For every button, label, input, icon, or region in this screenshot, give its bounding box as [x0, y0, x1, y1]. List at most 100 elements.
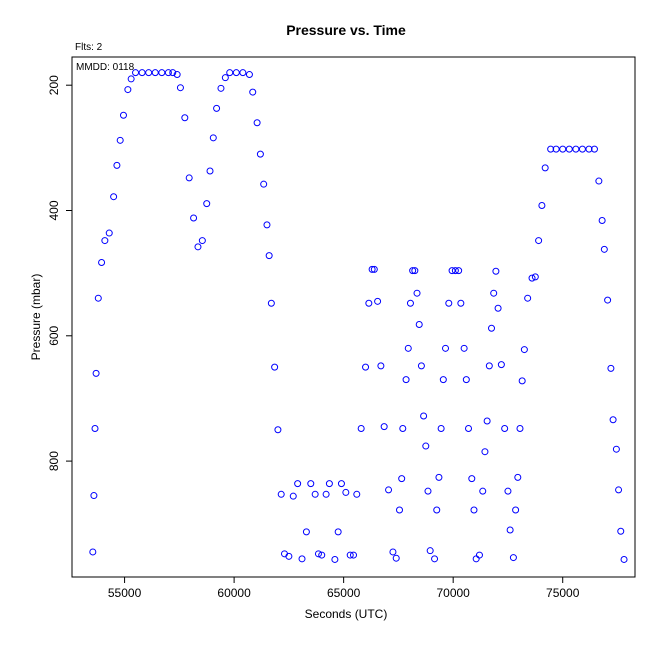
- data-point: [346, 551, 354, 559]
- data-point: [547, 145, 555, 153]
- data-point: [552, 145, 560, 153]
- data-point: [302, 528, 310, 536]
- data-point: [337, 480, 345, 488]
- data-point: [490, 289, 498, 297]
- data-point: [504, 487, 512, 495]
- data-point: [528, 274, 536, 282]
- y-tick-label: 200: [47, 75, 61, 95]
- data-point: [439, 376, 447, 384]
- data-point: [485, 362, 493, 370]
- data-point: [604, 296, 612, 304]
- data-point: [132, 69, 140, 77]
- data-point: [380, 423, 388, 431]
- data-point: [307, 480, 315, 488]
- y-axis: 200 400 600 800: [47, 75, 72, 471]
- data-point: [598, 217, 606, 225]
- data-point: [318, 551, 326, 559]
- data-point: [442, 344, 450, 352]
- data-point: [232, 69, 240, 77]
- data-point: [164, 69, 172, 77]
- data-point: [431, 555, 439, 563]
- data-point: [451, 267, 459, 275]
- data-point: [92, 369, 100, 377]
- data-point: [470, 506, 478, 514]
- data-point: [411, 267, 419, 275]
- data-point: [260, 180, 268, 188]
- data-point: [98, 258, 106, 266]
- data-point: [194, 243, 202, 251]
- data-point: [617, 527, 625, 535]
- data-point: [600, 245, 608, 253]
- data-point: [110, 193, 118, 201]
- data-point: [413, 289, 421, 297]
- data-point: [392, 554, 400, 562]
- data-point: [119, 111, 127, 119]
- data-point: [368, 265, 376, 273]
- data-point: [535, 237, 543, 245]
- data-point: [465, 425, 473, 433]
- data-point: [406, 299, 414, 307]
- data-point: [455, 267, 463, 275]
- data-point: [433, 506, 441, 514]
- data-point: [101, 237, 109, 245]
- data-point: [399, 425, 407, 433]
- data-point: [277, 490, 285, 498]
- data-point: [426, 547, 434, 555]
- data-point: [113, 161, 121, 169]
- data-point: [424, 487, 432, 495]
- data-point: [409, 267, 417, 275]
- data-point: [239, 69, 247, 77]
- data-point: [198, 237, 206, 245]
- data-point: [609, 416, 617, 424]
- data-point: [127, 75, 135, 83]
- data-point: [497, 361, 505, 369]
- data-point: [518, 377, 526, 385]
- data-point: [538, 201, 546, 209]
- data-point: [488, 324, 496, 332]
- data-point: [524, 294, 532, 302]
- data-point: [314, 550, 322, 558]
- data-point: [396, 506, 404, 514]
- data-point: [460, 344, 468, 352]
- data-point: [377, 362, 385, 370]
- data-point: [385, 486, 393, 494]
- data-point: [221, 74, 229, 82]
- data-point: [105, 229, 113, 237]
- data-point: [468, 475, 476, 483]
- data-point: [90, 492, 98, 500]
- data-point: [124, 86, 132, 94]
- data-point: [541, 164, 549, 172]
- data-point: [151, 69, 159, 77]
- data-point: [402, 376, 410, 384]
- x-tick-label: 70000: [436, 586, 470, 600]
- data-point: [89, 548, 97, 556]
- x-tick-label: 55000: [108, 586, 142, 600]
- data-point: [509, 554, 517, 562]
- data-point: [445, 299, 453, 307]
- data-point: [520, 346, 528, 354]
- data-point: [267, 299, 275, 307]
- data-point: [209, 134, 217, 142]
- y-tick-label: 800: [47, 451, 61, 471]
- data-point: [481, 448, 489, 456]
- data-point: [374, 297, 382, 305]
- data-point: [475, 551, 483, 559]
- data-point: [325, 480, 333, 488]
- mmdd-label: MMDD: 0118: [76, 62, 135, 73]
- data-point: [289, 492, 297, 500]
- data-point: [357, 425, 365, 433]
- data-point: [398, 475, 406, 483]
- data-point: [417, 362, 425, 370]
- data-point: [206, 167, 214, 175]
- data-point: [91, 425, 99, 433]
- data-point: [203, 200, 211, 208]
- y-tick-label: 600: [47, 325, 61, 345]
- data-point: [116, 136, 124, 144]
- data-point: [437, 425, 445, 433]
- chart-title: Pressure vs. Time: [286, 22, 406, 38]
- data-point: [472, 555, 480, 563]
- data-point: [494, 304, 502, 312]
- data-point: [285, 552, 293, 560]
- x-tick-label: 60000: [217, 586, 251, 600]
